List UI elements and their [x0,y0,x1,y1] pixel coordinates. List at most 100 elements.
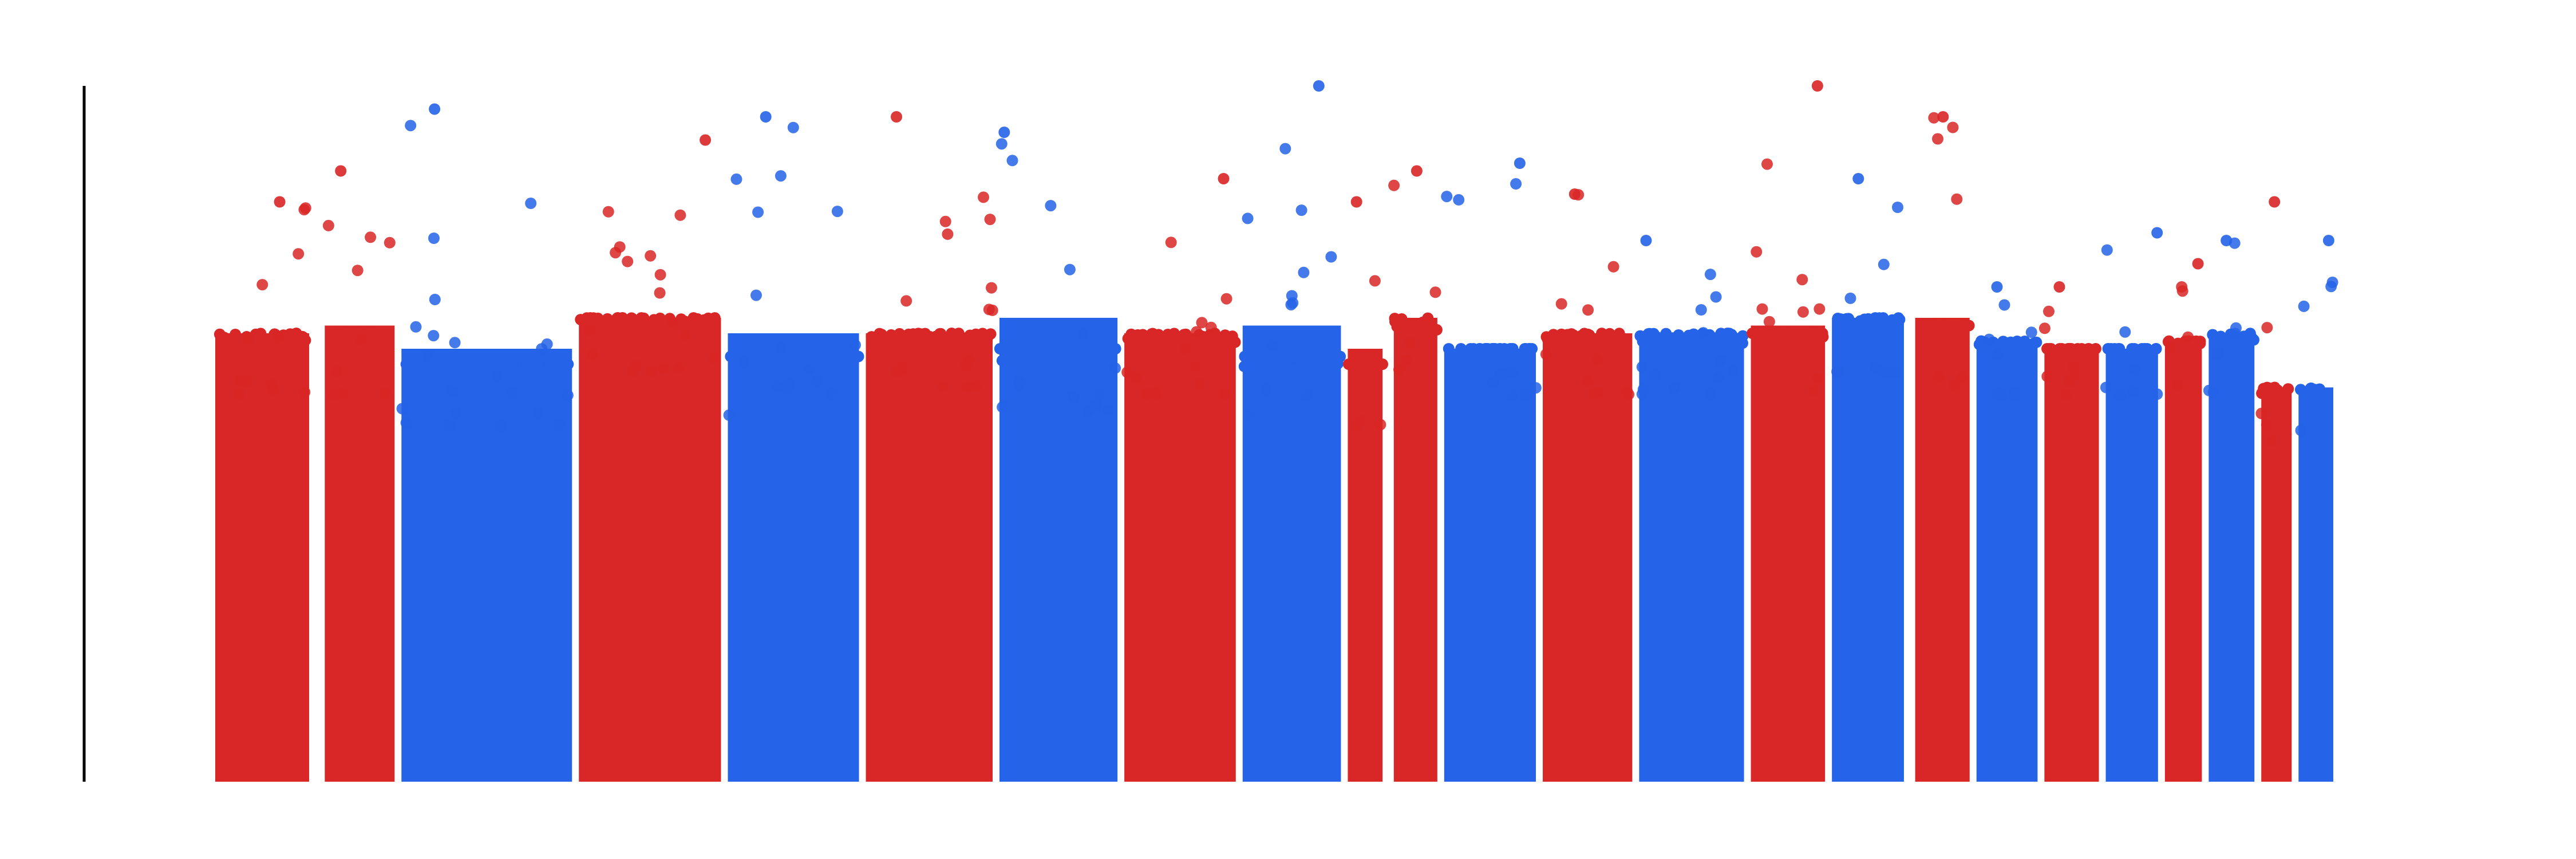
snp-point [331,365,343,377]
snp-point [738,356,750,368]
snp-point [1242,212,1254,224]
chromosome-5-dense-points [728,333,859,782]
snp-point [654,269,666,281]
snp-point [1393,364,1405,376]
snp-point [1565,334,1577,346]
snp-point [2261,381,2273,393]
snp-point [2083,343,2095,354]
snp-point [1998,336,2010,348]
snp-point [380,387,391,399]
snp-point [469,358,481,370]
snp-point [234,375,246,387]
snp-point [2041,371,2053,383]
chromosome-5-peak-point [760,111,772,123]
snp-point [2207,386,2219,398]
chromosome-16-dense-points [1832,318,1904,782]
snp-point [1179,342,1191,354]
scatter-points [233,80,2338,447]
snp-point [1607,261,1619,273]
chromosome-10-dense-points [1348,349,1383,782]
snp-point [1140,388,1152,400]
snp-point [782,383,794,395]
snp-point [1660,328,1672,340]
snp-point [1006,155,1018,167]
chromosome-8-peak-point [1218,173,1230,184]
snp-point [2261,419,2273,431]
snp-point [654,312,666,324]
snp-point [1220,293,1232,305]
snp-point [810,350,822,362]
chromosome-14-dense-points [1639,333,1744,782]
snp-point [400,417,412,429]
snp-point [1510,178,1522,190]
snp-point [1945,329,1957,341]
snp-point [1951,193,1963,205]
snp-point [1168,328,1180,340]
snp-point [1130,372,1142,384]
snp-point [1357,358,1369,370]
snp-point [790,350,802,362]
snp-point [1205,321,1217,333]
chromosome-15-series [1747,325,1829,782]
snp-point [903,334,915,346]
snp-point [1581,375,1593,387]
snp-point [622,255,634,267]
snp-point [1831,366,1843,377]
chromosome-12-dense-points [1444,349,1536,782]
snp-point [1169,339,1180,351]
snp-point [2244,328,2256,340]
snp-point [342,328,354,339]
snp-point [1006,343,1017,354]
snp-point [679,316,691,328]
snp-point [946,328,958,339]
snp-point [1093,388,1105,400]
snp-point [626,365,638,377]
snp-point [1178,329,1190,341]
snp-point [900,295,912,307]
chromosome-12-series [1443,343,1538,782]
snp-point [1761,158,1773,170]
snp-point [1815,328,1827,339]
snp-point [1668,381,1680,393]
snp-point [2298,300,2310,312]
snp-point [1796,274,1808,286]
snp-point [978,191,989,203]
snp-point [1487,376,1499,388]
snp-point [1530,382,1542,394]
chromosome-20-series [2102,343,2162,782]
snp-point [2063,375,2075,387]
snp-point [1688,328,1700,340]
snp-point [833,350,846,362]
chromosome-11-series [1389,312,1443,782]
snp-point [499,358,511,370]
snp-point [1878,258,1890,270]
snp-point [2255,408,2267,419]
snp-point [646,365,658,377]
snp-point [470,368,482,380]
chromosome-1-series [214,328,311,782]
snp-point [286,336,298,348]
snp-point [1998,299,2010,311]
chromosome-20-dense-points [2105,349,2158,782]
snp-point [1455,343,1467,354]
snp-point [1772,328,1784,339]
snp-point [610,247,622,259]
snp-point [1496,369,1508,381]
snp-point [410,321,422,333]
snp-point [2295,424,2307,436]
chromosome-24-series [2295,382,2333,782]
snp-point [1806,328,1818,339]
snp-point [337,387,349,399]
chromosome-6-peak-point [891,111,902,123]
snp-point [963,354,975,366]
chromosome-7-series [994,318,1121,782]
snp-point [218,336,230,348]
chromosome-4-series [575,312,721,782]
snp-point [775,342,787,354]
chromosome-8-series [1122,328,1241,782]
snp-point [1843,313,1855,325]
snp-point [759,350,771,362]
snp-point [825,350,837,362]
snp-point [1862,313,1874,325]
snp-point [1287,297,1299,309]
